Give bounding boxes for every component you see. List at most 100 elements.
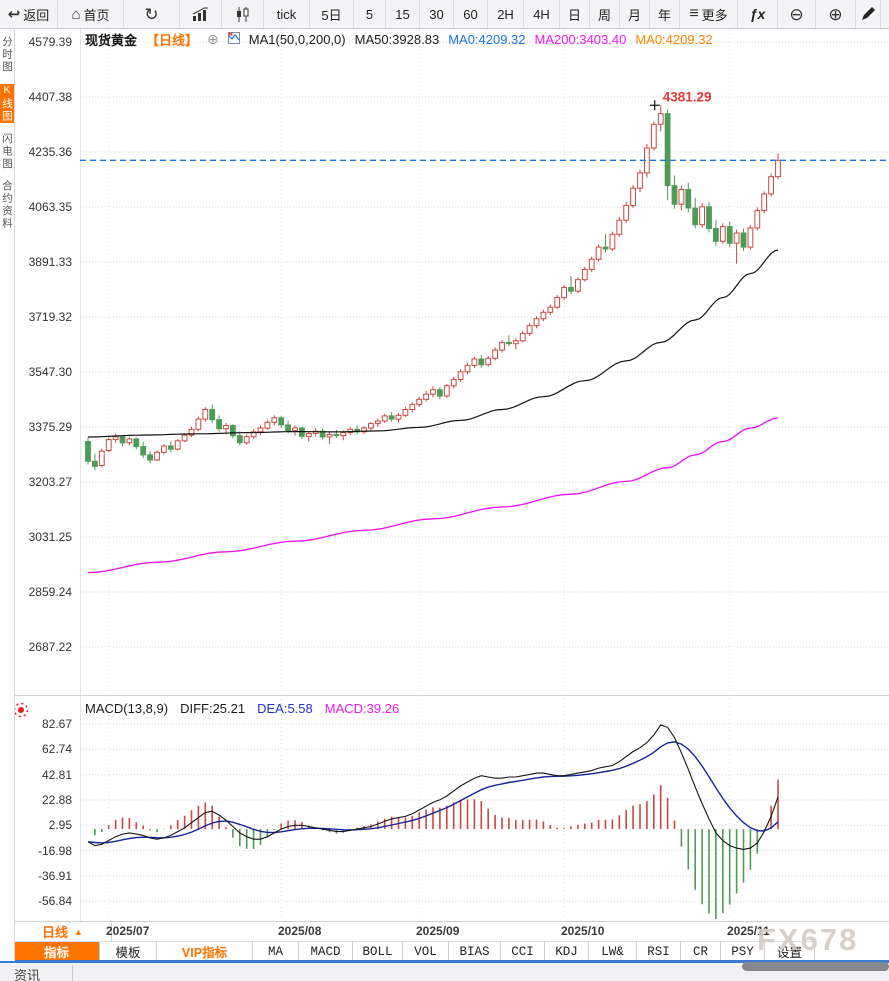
indicator-tab-VIP指标[interactable]: VIP指标	[157, 941, 253, 961]
symbol-name: 现货黄金	[85, 32, 138, 48]
toolbar-2H[interactable]: 2H	[488, 0, 524, 28]
candlestick-icon	[235, 6, 251, 22]
peak-price-annotation: 4381.29	[663, 89, 712, 104]
toolbar-fx[interactable]: ƒx	[738, 0, 778, 28]
indicator-settings-icon[interactable]	[227, 31, 240, 47]
x-axis-label: 2025/09	[416, 924, 460, 938]
toolbar-candlestick[interactable]	[222, 0, 264, 28]
sidebar-item-分时图[interactable]: 分时图	[1, 36, 13, 74]
zoom-out-icon: ⊖	[789, 4, 804, 24]
bar-chart-icon	[192, 7, 209, 22]
panel-divider	[14, 695, 889, 696]
x-axis-row: 日线 ▲ 2025/07 2025/08 2025/09 2025/10 2025/11	[0, 922, 889, 941]
toolbar-back-arrow[interactable]: ↩ 返回	[0, 0, 58, 28]
macd-value: MACD:39.26	[324, 700, 400, 716]
macd-panel[interactable]	[0, 697, 889, 921]
indicator-tab-MACD[interactable]: MACD	[299, 941, 353, 961]
sidebar-item-闪电图[interactable]: 闪电图	[1, 132, 13, 171]
scrollbar-thumb[interactable]	[742, 962, 889, 971]
period-tab[interactable]: 日线 ▲	[14, 922, 112, 941]
indicator-tab-BOLL[interactable]: BOLL	[353, 941, 403, 961]
indicator-tab-PSY[interactable]: PSY	[721, 941, 765, 961]
bottom-divider	[0, 960, 889, 963]
x-axis-label: 2025/07	[106, 924, 150, 938]
indicator-tab-指标[interactable]: 指标	[14, 941, 100, 961]
macd-axis-label: 42.81	[41, 767, 72, 782]
toolbar-zoom-out[interactable]: ⊖	[778, 0, 816, 28]
price-axis-label: 3031.25	[28, 530, 72, 544]
price-axis-label: 3375.29	[28, 420, 72, 434]
price-axis-label: 3719.32	[28, 310, 72, 324]
news-strip: 资讯	[0, 963, 889, 981]
toolbar-home[interactable]: ⌂ 首页	[58, 0, 124, 28]
fx-icon: ƒx	[749, 6, 766, 22]
toolbar-60[interactable]: 60	[454, 0, 488, 28]
diff-value: DIFF:25.21	[180, 700, 246, 716]
macd-axis-label: 82.67	[41, 717, 72, 731]
macd-axis-label: 62.74	[41, 742, 72, 757]
macd-header: MACD(13,8,9) DIFF:25.21 DEA:5.58 MACD:39…	[85, 700, 399, 716]
period-label[interactable]: 【日线】	[146, 32, 199, 48]
menu-icon: ≡	[689, 5, 699, 22]
toolbar-年[interactable]: 年	[650, 0, 680, 28]
macd-axis-label: 22.88	[41, 793, 72, 807]
price-axis-label: 3203.27	[28, 475, 72, 489]
refresh-icon: ↻	[144, 4, 159, 24]
indicator-tab-MA[interactable]: MA	[253, 941, 299, 961]
live-indicator-icon[interactable]	[12, 701, 30, 719]
toolbar-menu[interactable]: ≡ 更多	[680, 0, 738, 28]
ma-settings-label: MA1(50,0,200,0)	[248, 31, 346, 47]
add-indicator-icon[interactable]: ⊕	[207, 30, 219, 47]
toolbar-周[interactable]: 周	[590, 0, 620, 28]
indicator-tab-设置[interactable]: 设置	[765, 941, 815, 961]
axis-gutter-border	[80, 28, 81, 921]
toolbar-bar-chart[interactable]	[180, 0, 222, 28]
chart-header: 现货黄金 【日线】 ⊕ MA1(50,0,200,0) MA50:3928.83…	[85, 30, 713, 48]
top-toolbar: ↩ 返回 ⌂ 首页 ↻ tick 5日 5 15 30 60 2H 4H 日周月年 ≡ 更多 ƒx ⊖ ⊕	[0, 0, 889, 29]
indicator-tab-VOL[interactable]: VOL	[403, 941, 449, 961]
news-tab[interactable]: 资讯	[14, 965, 73, 981]
indicator-tab-模板[interactable]: 模板	[100, 941, 157, 961]
indicator-tab-BIAS[interactable]: BIAS	[449, 941, 501, 961]
ma50-value: MA50:3928.83	[354, 31, 440, 47]
panel-divider-bottom	[14, 921, 889, 922]
toolbar-5[interactable]: 5	[354, 0, 386, 28]
toolbar-zoom-in[interactable]: ⊕	[816, 0, 856, 28]
indicator-tab-CR[interactable]: CR	[681, 941, 721, 961]
period-tab-label: 日线	[42, 925, 69, 940]
macd-title[interactable]: MACD(13,8,9)	[85, 700, 169, 716]
sidebar-item-K线图[interactable]: K线图	[0, 83, 14, 123]
indicator-tab-LW&[interactable]: LW&	[589, 941, 637, 961]
toolbar-日[interactable]: 日	[560, 0, 590, 28]
toolbar-pencil[interactable]	[856, 0, 881, 28]
back-arrow-icon: ↩	[7, 5, 21, 23]
toolbar-15[interactable]: 15	[386, 0, 420, 28]
toolbar-5日[interactable]: 5日	[310, 0, 354, 28]
left-sidebar: 分时图 K线图闪电图合约资料	[0, 28, 15, 961]
ma0-orange-value: MA0:4209.32	[635, 31, 713, 47]
toolbar-refresh[interactable]: ↻	[124, 0, 180, 28]
home-icon: ⌂	[71, 5, 81, 23]
toolbar-30[interactable]: 30	[420, 0, 454, 28]
pencil-icon	[860, 6, 876, 22]
price-axis-label: 3891.33	[28, 255, 72, 269]
indicator-tab-RSI[interactable]: RSI	[637, 941, 681, 961]
x-axis-label: 2025/11	[727, 924, 770, 938]
ma200-value: MA200:3403.40	[534, 31, 627, 47]
indicator-tab-CCI[interactable]: CCI	[501, 941, 545, 961]
macd-axis-label: -36.91	[37, 869, 72, 883]
indicator-tab-KDJ[interactable]: KDJ	[545, 941, 589, 961]
x-axis-label: 2025/10	[561, 924, 605, 938]
watermark: FX678	[757, 922, 859, 957]
main-price-chart[interactable]: 4381.29	[0, 28, 889, 695]
price-axis-label: 2687.22	[28, 640, 72, 654]
price-axis-label: 4579.39	[28, 35, 72, 49]
sidebar-item-合约资料[interactable]: 合约资料	[1, 180, 13, 230]
indicator-toolbar: 指标 模板 VIP指标 MA MACD BOLL VOL BIAS CCI KDJ LW& RSI CR…	[14, 941, 815, 961]
toolbar-4H[interactable]: 4H	[524, 0, 560, 28]
toolbar-tick[interactable]: tick	[264, 0, 310, 28]
price-axis-label: 4063.35	[28, 200, 72, 214]
price-axis-label: 4407.38	[28, 90, 72, 104]
toolbar-月[interactable]: 月	[620, 0, 650, 28]
